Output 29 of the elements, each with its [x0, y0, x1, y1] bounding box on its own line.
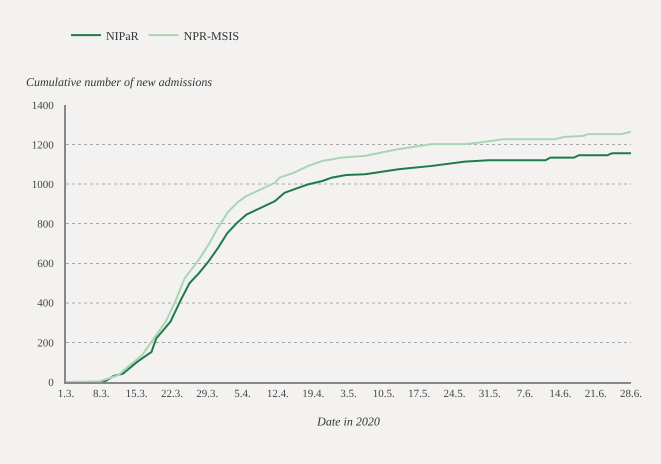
legend-label: NPR-MSIS: [184, 28, 240, 43]
x-tick-label: 22.3.: [160, 388, 184, 400]
x-tick-label: 14.6.: [549, 388, 572, 400]
x-tick-label: 8.3.: [93, 388, 110, 400]
y-tick-label: 1000: [32, 178, 54, 191]
x-tick-label: 7.6.: [516, 388, 534, 400]
x-tick-label: 29.3.: [196, 388, 218, 400]
y-tick-label: 1400: [32, 100, 54, 112]
x-tick-label: 1.3.: [58, 388, 74, 400]
x-tick-label: 5.4.: [234, 388, 252, 400]
x-tick-label: 15.3.: [126, 388, 148, 400]
legend-label: NIPaR: [106, 28, 139, 43]
x-tick-label: 17.5.: [408, 388, 430, 400]
x-axis-title: Date in 2020: [316, 414, 380, 429]
y-tick-label: 800: [37, 218, 54, 231]
y-tick-label: 0: [48, 376, 54, 389]
x-tick-label: 12.4.: [266, 388, 290, 400]
y-axis-title: Cumulative number of new admissions: [26, 75, 212, 89]
y-tick-label: 200: [37, 337, 54, 350]
y-tick-label: 600: [37, 258, 54, 270]
x-tick-label: 28.6.: [620, 388, 642, 400]
y-tick-label: 1200: [32, 139, 54, 152]
y-tick-label: 400: [37, 298, 54, 310]
x-tick-label: 3.5.: [340, 388, 357, 400]
x-tick-label: 24.5.: [443, 388, 466, 400]
x-tick-label: 21.6.: [584, 388, 607, 400]
x-tick-label: 31.5.: [478, 388, 501, 400]
x-tick-label: 19.4.: [302, 388, 324, 400]
x-tick-label: 10.5.: [372, 388, 396, 400]
